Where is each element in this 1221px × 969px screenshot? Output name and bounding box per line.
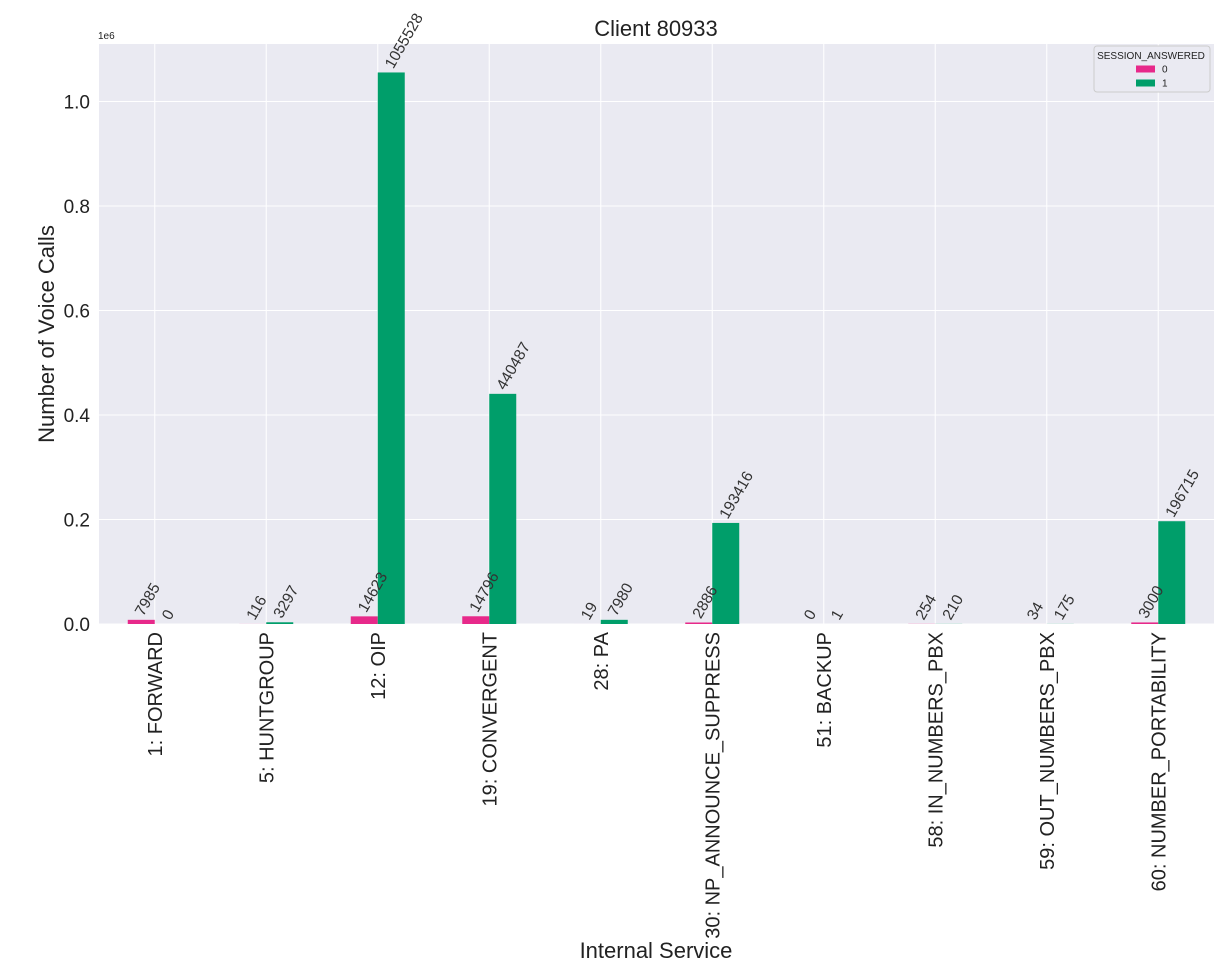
x-tick-label: 5: HUNTGROUP	[256, 632, 278, 783]
y-tick-labels: 0.0 0.2 0.4 0.6 0.8 1.0	[64, 92, 91, 636]
legend-items: 01	[1136, 65, 1168, 90]
x-tick-label: 51: BACKUP	[814, 632, 836, 748]
plot-area	[99, 44, 1214, 624]
x-tick-labels: 1: FORWARD 5: HUNTGROUP 12: OIP 19: CONVERG…	[145, 631, 1171, 938]
x-axis-title: Internal Service	[580, 938, 733, 963]
x-tick-label: 19: CONVERGENT	[479, 632, 501, 806]
bar-series-1	[489, 393, 517, 624]
y-tick-label: 0.6	[64, 301, 90, 322]
y-axis-title: Number of Voice Calls	[34, 225, 59, 443]
x-tick-label: 59: OUT_NUMBERS_PBX	[1037, 632, 1059, 870]
bar-series-0	[685, 622, 713, 624]
bar-series-1	[712, 522, 740, 624]
y-offset-label: 1e6	[98, 31, 115, 42]
y-tick-label: 0.2	[64, 510, 90, 531]
bar-series-0	[350, 616, 378, 624]
x-tick-label: 12: OIP	[368, 632, 390, 700]
bar-series-1	[600, 619, 628, 624]
x-tick-label: 1: FORWARD	[145, 632, 167, 756]
data-label: 34	[1024, 599, 1048, 623]
y-tick-label: 0.4	[64, 406, 91, 427]
chart-title: Client 80933	[594, 16, 718, 41]
y-tick-label: 0.0	[64, 615, 90, 636]
bar-series-0	[1131, 622, 1159, 624]
y-tick-label: 1.0	[64, 92, 90, 113]
legend-swatch	[1136, 65, 1155, 73]
y-tick-label: 0.8	[64, 197, 90, 218]
legend-title: SESSION_ANSWERED	[1097, 51, 1205, 62]
bar-series-1	[377, 72, 405, 625]
data-label: 19	[578, 600, 601, 623]
bars	[127, 72, 1186, 625]
legend-swatch	[1136, 79, 1155, 87]
x-tick-label: 30: NP_ANNOUNCE_SUPPRESS	[702, 632, 724, 939]
x-tick-label: 58: IN_NUMBERS_PBX	[925, 632, 947, 848]
bar-series-1	[1158, 521, 1186, 624]
legend: SESSION_ANSWERED 01	[1093, 45, 1211, 93]
x-tick-label: 60: NUMBER_PORTABILITY	[1148, 632, 1170, 891]
bar-series-0	[127, 619, 155, 624]
bar-series-0	[462, 616, 490, 624]
x-tick-label: 28: PA	[591, 631, 613, 690]
legend-label: 0	[1162, 65, 1168, 76]
legend-label: 1	[1162, 79, 1168, 90]
bar-series-1	[266, 622, 294, 624]
